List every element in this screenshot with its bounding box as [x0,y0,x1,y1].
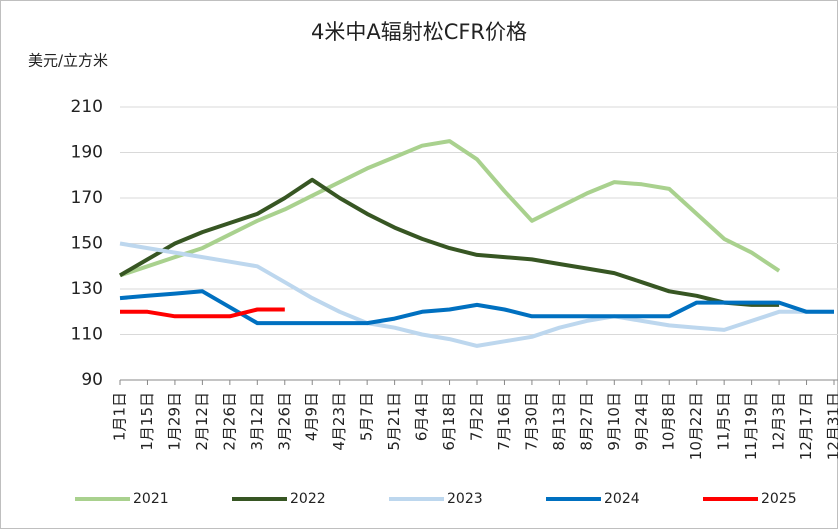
chart-title: 4米中A辐射松CFR价格 [311,20,527,44]
x-tick-label: 5月7日 [358,392,376,441]
series-line [120,307,285,319]
x-tick-label: 4月23日 [330,392,348,451]
x-tick-label: 6月4日 [413,392,431,441]
y-tick-label: 210 [71,97,103,117]
legend-label: 2021 [133,491,169,507]
legend-label: 2024 [604,491,640,507]
series-line [118,177,780,307]
legend-label: 2025 [761,491,797,507]
x-tick-label: 4月9日 [303,392,321,441]
x-tick-label: 2月12日 [193,392,211,451]
x-tick-label: 7月2日 [468,392,486,441]
y-tick-label: 110 [71,325,103,345]
x-tick-label: 7月30日 [522,392,540,451]
x-tick-label: 5月21日 [385,392,403,451]
y-tick-label: 130 [71,279,103,299]
x-tick-label: 1月29日 [165,392,183,451]
series-line [119,139,781,278]
x-tick-label: 12月3日 [770,392,788,451]
x-tick-label: 12月17日 [797,392,815,460]
x-tick-label: 12月31日 [825,392,838,460]
x-tick-label: 6月18日 [440,392,458,451]
x-tick-label: 2月26日 [220,392,238,451]
x-tick-label: 8月13日 [550,392,568,451]
series-line [119,241,834,348]
legend-label: 2022 [290,491,326,507]
x-tick-label: 8月27日 [577,392,595,451]
y-tick-label: 150 [71,234,103,254]
x-tick-label: 11月5日 [715,392,733,451]
x-tick-label: 1月15日 [138,392,156,451]
y-tick-label: 190 [71,143,103,163]
x-tick-label: 9月24日 [632,392,650,451]
x-tick-label: 3月12日 [248,392,266,451]
y-axis-label: 美元/立方米 [28,52,108,70]
legend-label: 2023 [447,491,483,507]
x-tick-label: 10月8日 [660,392,678,451]
x-tick-label: 7月16日 [495,392,513,451]
x-tick-label: 9月10日 [605,392,623,451]
x-tick-label: 11月19日 [742,392,760,460]
x-tick-label: 1月1日 [111,392,129,441]
x-tick-label: 3月26日 [275,392,293,451]
x-tick-label: 10月22日 [687,392,705,460]
y-tick-label: 90 [81,370,103,390]
y-tick-label: 170 [71,188,103,208]
